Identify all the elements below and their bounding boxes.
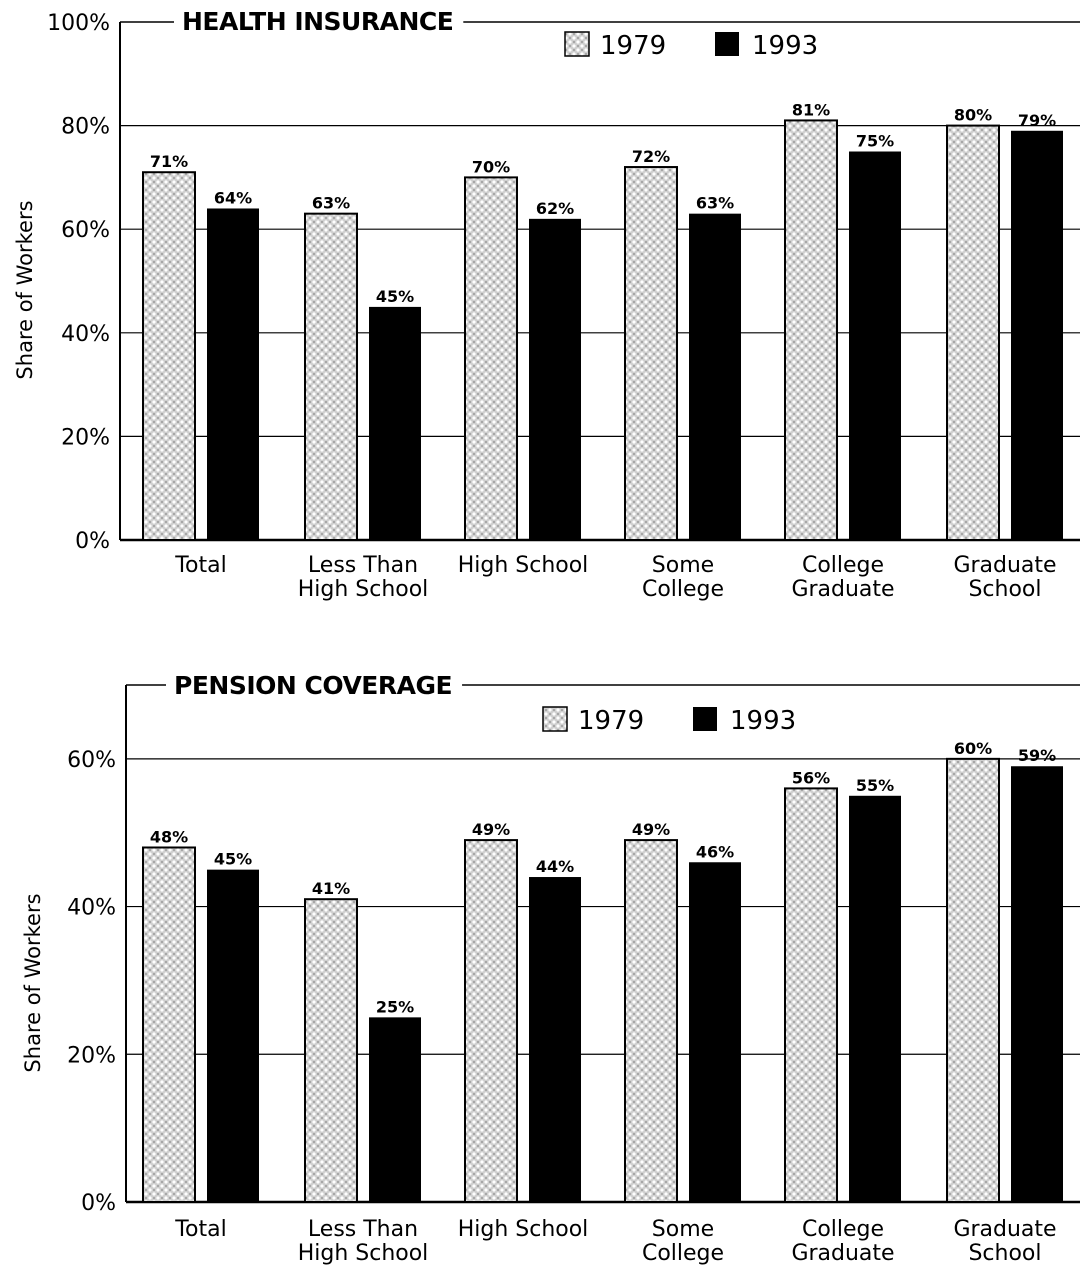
category-label: Total: [174, 1217, 226, 1242]
data-label-1979: 49%: [472, 820, 510, 839]
y-tick-label: 0%: [75, 529, 110, 554]
legend-label-1993: 1993: [730, 706, 796, 736]
legend-swatch-1993: [715, 32, 739, 56]
legend-label-1979: 1979: [578, 706, 644, 736]
data-label-1979: 81%: [792, 100, 830, 119]
data-label-1993: 63%: [696, 194, 734, 213]
data-label-1993: 75%: [856, 132, 894, 151]
category-label: High School: [298, 1241, 429, 1266]
category-label: College: [802, 1217, 884, 1242]
bar-1993: [849, 151, 901, 540]
bar-1993: [1011, 766, 1063, 1202]
data-label-1979: 63%: [312, 194, 350, 213]
category-label: College: [802, 553, 884, 578]
data-label-1979: 49%: [632, 820, 670, 839]
bar-1979: [946, 757, 1000, 1203]
bar-1993: [207, 208, 259, 541]
data-label-1979: 72%: [632, 147, 670, 166]
legend-swatch-1979: [542, 706, 568, 732]
data-label-1993: 64%: [214, 188, 252, 207]
y-tick-label: 0%: [81, 1191, 116, 1216]
category-label: College: [642, 577, 724, 602]
y-tick-label: 40%: [61, 322, 110, 347]
y-axis-label: Share of Workers: [21, 893, 45, 1072]
bar-1979: [464, 176, 518, 541]
data-label-1993: 25%: [376, 997, 414, 1016]
bar-1993: [1011, 130, 1063, 540]
bar-1979: [946, 124, 1000, 541]
data-label-1979: 48%: [150, 827, 188, 846]
category-label: Graduate: [791, 577, 894, 602]
legend-label-1979: 1979: [600, 31, 666, 61]
category-label: High School: [458, 553, 589, 578]
category-label: Less Than: [308, 1217, 418, 1242]
bar-1993: [207, 869, 259, 1202]
bar-1979: [784, 787, 838, 1204]
bar-1993: [849, 795, 901, 1202]
data-label-1979: 70%: [472, 157, 510, 176]
y-tick-label: 20%: [67, 1043, 116, 1068]
data-label-1993: 62%: [536, 199, 574, 218]
legend-swatch-1993: [693, 707, 717, 731]
category-label: Total: [174, 553, 226, 578]
y-tick-label: 40%: [67, 896, 116, 921]
bar-1993: [529, 218, 581, 540]
bar-1993: [369, 1017, 421, 1202]
bar-1979: [142, 846, 196, 1203]
health-chart: 0% 20% 40% 60% 80% 100% HEALTH INSURANCE 1979 19…: [13, 7, 1080, 602]
y-tick-label: 20%: [61, 425, 110, 450]
category-label: Less Than: [308, 553, 418, 578]
data-label-1979: 71%: [150, 152, 188, 171]
bar-1993: [689, 862, 741, 1202]
bar-1979: [624, 166, 678, 541]
data-label-1993: 59%: [1018, 746, 1056, 765]
category-label: Graduate: [791, 1241, 894, 1266]
bar-1993: [529, 877, 581, 1202]
data-label-1993: 55%: [856, 776, 894, 795]
legend-label-1993: 1993: [752, 31, 818, 61]
bar-1993: [369, 306, 421, 540]
category-label: Some: [652, 553, 714, 578]
category-label: School: [968, 1241, 1041, 1266]
data-label-1979: 56%: [792, 768, 830, 787]
bar-1979: [304, 212, 358, 541]
y-axis-label: Share of Workers: [13, 200, 37, 379]
category-label: High School: [458, 1217, 589, 1242]
bar-1979: [624, 839, 678, 1203]
category-label: Some: [652, 1217, 714, 1242]
bar-1979: [784, 119, 838, 541]
chart-title: PENSION COVERAGE: [174, 671, 452, 700]
y-tick-label: 80%: [61, 115, 110, 140]
data-label-1993: 79%: [1018, 111, 1056, 130]
legend-swatch-1979: [564, 31, 590, 57]
chart-title: HEALTH INSURANCE: [182, 7, 453, 36]
category-label: Graduate: [953, 1217, 1056, 1242]
bar-1979: [464, 839, 518, 1203]
y-tick-label: 60%: [61, 218, 110, 243]
data-label-1993: 44%: [536, 857, 574, 876]
data-label-1993: 46%: [696, 842, 734, 861]
bar-1979: [304, 898, 358, 1204]
category-label: College: [642, 1241, 724, 1266]
y-tick-label: 60%: [67, 748, 116, 773]
category-label: Graduate: [953, 553, 1056, 578]
y-tick-label: 100%: [47, 11, 110, 36]
data-label-1979: 80%: [954, 106, 992, 125]
pension-chart: 0% 20% 40% 60% PENSION COVERAGE 1979 1993 48% 45…: [21, 671, 1080, 1266]
data-label-1993: 45%: [214, 850, 252, 869]
bar-1979: [142, 171, 196, 541]
data-label-1979: 41%: [312, 879, 350, 898]
category-label: High School: [298, 577, 429, 602]
data-label-1993: 45%: [376, 287, 414, 306]
category-label: School: [968, 577, 1041, 602]
data-label-1979: 60%: [954, 739, 992, 758]
bar-1993: [689, 213, 741, 540]
